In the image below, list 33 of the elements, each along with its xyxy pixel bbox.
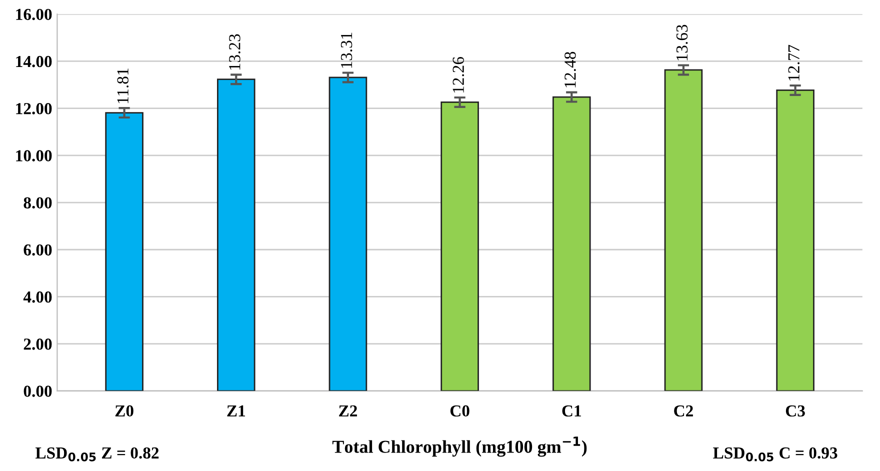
x-tick-label: C3 [786, 405, 805, 417]
text: LSD$_{0.05}$ C = 0.93 [713, 447, 838, 462]
x-tick-label: Z0 [115, 405, 134, 417]
bar [440, 102, 479, 391]
x-tick-label: C0 [450, 405, 470, 417]
bar [328, 76, 368, 391]
data-label: 12.77 [788, 44, 800, 80]
data-label: 12.26 [452, 56, 464, 92]
bar [105, 112, 144, 391]
y-tick-label: 14.00 [16, 56, 52, 68]
y-tick-label: 12.00 [16, 103, 52, 114]
y-tick-label: 8.00 [24, 197, 52, 209]
y-tick-label: 2.00 [24, 338, 52, 350]
bar [664, 69, 703, 391]
data-label: 13.63 [676, 24, 688, 60]
bar [776, 90, 814, 391]
y-tick-label: 10.00 [16, 150, 52, 162]
data-label: 11.81 [117, 68, 129, 104]
bar [216, 78, 256, 391]
data-label: 13.31 [340, 32, 352, 68]
data-label: 13.23 [229, 34, 240, 70]
bar [552, 96, 591, 391]
text: LSD$_{0.05}$ Z = 0.82 [35, 447, 159, 462]
x-tick-label: Z1 [227, 405, 245, 416]
x-tick-label: C2 [674, 405, 693, 417]
y-tick-label: 16.00 [16, 8, 52, 20]
y-tick-label: 0.00 [24, 386, 52, 397]
data-label: 12.48 [564, 52, 576, 88]
x-tick-label: C1 [562, 405, 581, 417]
x-axis-title: Total Chlorophyll (mg100 gm$^{−1}$) [332, 436, 587, 457]
x-tick-label: Z2 [339, 405, 357, 416]
y-tick-label: 6.00 [24, 244, 52, 256]
y-tick-label: 4.00 [23, 291, 52, 303]
